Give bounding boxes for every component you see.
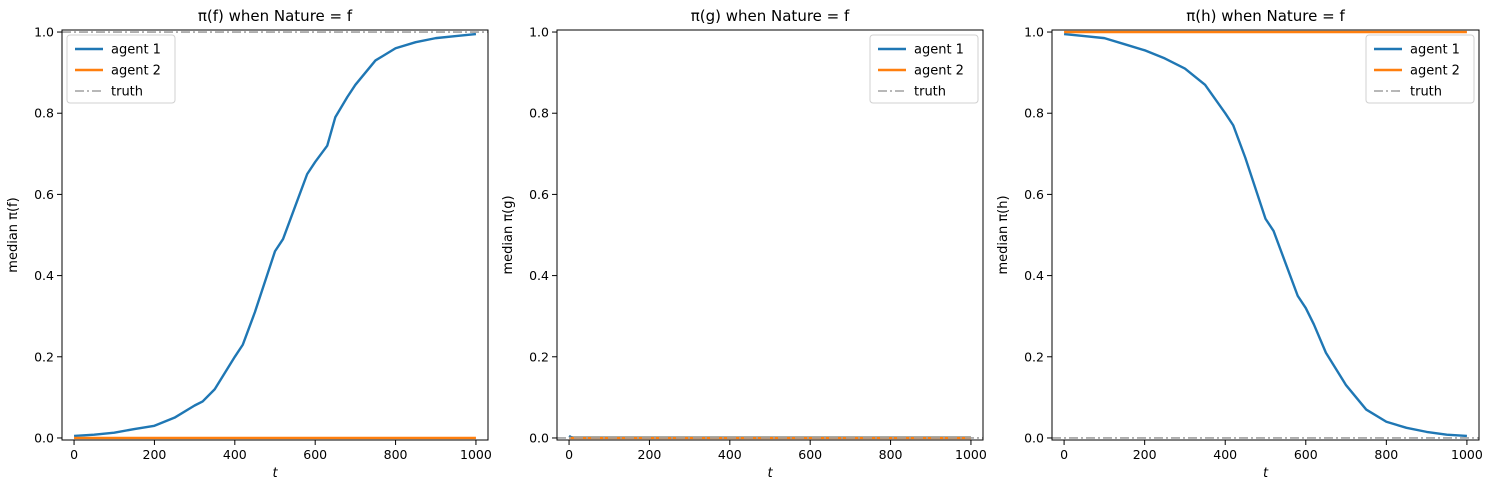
chart-title: π(h) when Nature = f bbox=[1186, 7, 1345, 25]
legend-box bbox=[869, 34, 979, 104]
legend: agent 1 agent 2 truth bbox=[66, 34, 176, 104]
x-tick-label: 800 bbox=[384, 447, 408, 462]
y-tick-label: 1.0 bbox=[34, 25, 54, 40]
x-tick-label: 1000 bbox=[460, 447, 492, 462]
y-tick-label: 0.0 bbox=[529, 430, 549, 445]
y-tick-label: 0.6 bbox=[34, 187, 54, 202]
axes-frame bbox=[556, 29, 984, 441]
legend-entry: truth bbox=[914, 85, 946, 100]
axes-frame bbox=[61, 29, 489, 441]
legend-box bbox=[66, 34, 176, 104]
legend: agent 1 agent 2 truth bbox=[1365, 34, 1475, 104]
x-axis-label: t bbox=[272, 466, 278, 481]
y-tick-label: 0.8 bbox=[1024, 106, 1044, 121]
chart-title: π(f) when Nature = f bbox=[198, 7, 353, 25]
x-tick-label: 1000 bbox=[955, 447, 987, 462]
y-tick-label: 1.0 bbox=[1024, 25, 1044, 40]
legend-entry: agent 2 bbox=[111, 64, 161, 79]
y-tick-label: 0.2 bbox=[34, 349, 54, 364]
y-axis-label: median π(h) bbox=[996, 195, 1011, 274]
x-tick-label: 600 bbox=[1294, 447, 1318, 462]
chart-panel-3: 0 200 400 600 800 1000 0.0 0.2 0.4 0.6 0.8 1.0 π(h) … bbox=[996, 7, 1483, 481]
legend-entry: agent 2 bbox=[914, 64, 964, 79]
x-tick-label: 400 bbox=[223, 447, 247, 462]
y-tick-label: 0.0 bbox=[1024, 430, 1044, 445]
y-tick-label: 0.6 bbox=[1024, 187, 1044, 202]
y-tick-label: 0.4 bbox=[1024, 268, 1044, 283]
x-tick-label: 200 bbox=[143, 447, 167, 462]
x-tick-label: 1000 bbox=[1451, 447, 1483, 462]
y-tick-label: 0.4 bbox=[529, 268, 549, 283]
series-line-agent-1 bbox=[73, 32, 477, 438]
x-tick-label: 800 bbox=[879, 447, 903, 462]
x-tick-label: 400 bbox=[718, 447, 742, 462]
legend: agent 1 agent 2 truth bbox=[869, 34, 979, 104]
y-tick-label: 0.8 bbox=[529, 106, 549, 121]
y-axis-label: median π(f) bbox=[6, 197, 21, 272]
x-axis-label: t bbox=[1263, 466, 1269, 481]
x-tick-label: 600 bbox=[798, 447, 822, 462]
x-axis-label: t bbox=[767, 466, 773, 481]
legend-entry: agent 1 bbox=[914, 43, 964, 58]
legend-entry: agent 1 bbox=[1410, 43, 1460, 58]
legend-box bbox=[1365, 34, 1475, 104]
legend-entry: agent 1 bbox=[111, 43, 161, 58]
y-tick-label: 0.4 bbox=[34, 268, 54, 283]
legend-entry: truth bbox=[1410, 85, 1442, 100]
legend-entry: agent 2 bbox=[1410, 64, 1460, 79]
chart-panel-2: 0 200 400 600 800 1000 0.0 0.2 0.4 0.6 0.8 1.0 π(g) … bbox=[501, 7, 987, 481]
y-axis-label: median π(g) bbox=[501, 195, 516, 274]
y-tick-label: 1.0 bbox=[529, 25, 549, 40]
y-tick-label: 0.2 bbox=[1024, 349, 1044, 364]
y-tick-label: 0.6 bbox=[529, 187, 549, 202]
x-tick-label: 200 bbox=[638, 447, 662, 462]
y-tick-label: 0.0 bbox=[34, 430, 54, 445]
x-tick-label: 800 bbox=[1374, 447, 1398, 462]
chart-title: π(g) when Nature = f bbox=[691, 7, 850, 25]
x-tick-label: 600 bbox=[303, 447, 327, 462]
y-tick-label: 0.2 bbox=[529, 349, 549, 364]
chart-panel-1: 0 200 400 600 800 1000 0.0 0.2 0.4 0.6 0.8 1.0 π(f) … bbox=[6, 7, 492, 481]
x-tick-label: 200 bbox=[1133, 447, 1157, 462]
x-tick-label: 0 bbox=[565, 447, 573, 462]
y-tick-label: 0.8 bbox=[34, 106, 54, 121]
x-tick-label: 400 bbox=[1213, 447, 1237, 462]
x-tick-label: 0 bbox=[70, 447, 78, 462]
legend-entry: truth bbox=[111, 85, 143, 100]
x-tick-label: 0 bbox=[1060, 447, 1068, 462]
axes-frame bbox=[1051, 29, 1480, 441]
series-line-agent-1 bbox=[1063, 32, 1467, 438]
